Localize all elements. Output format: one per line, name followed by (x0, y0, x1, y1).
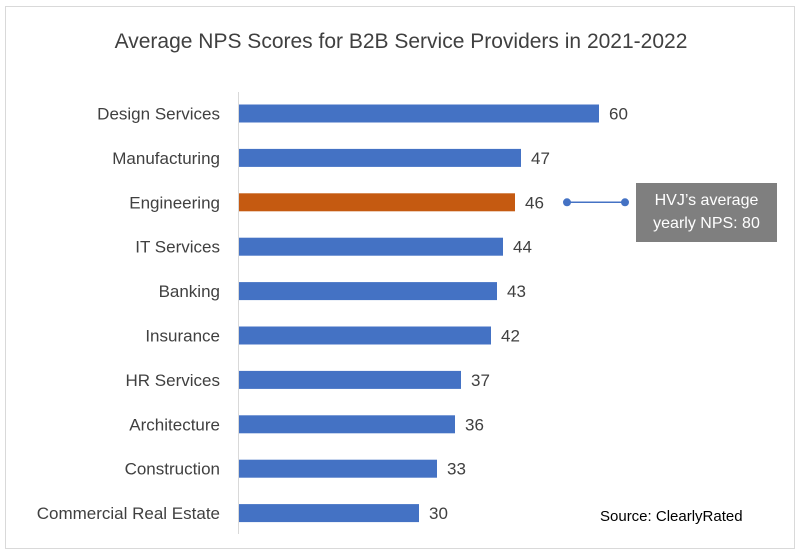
category-label: Commercial Real Estate (37, 504, 220, 523)
category-label: HR Services (126, 371, 220, 390)
category-label: Engineering (129, 193, 220, 212)
source-note: Source: ClearlyRated (600, 508, 743, 525)
category-label: Architecture (129, 415, 220, 434)
bar (239, 282, 497, 301)
bar-highlight (239, 193, 515, 212)
data-label: 33 (447, 460, 466, 479)
connector-dot (563, 198, 571, 207)
chart-frame (5, 6, 795, 549)
bar (239, 370, 461, 389)
bar (239, 148, 521, 167)
data-label: 44 (513, 238, 532, 257)
data-label: 47 (531, 149, 550, 168)
data-label: 43 (507, 282, 526, 301)
data-label: 30 (429, 504, 448, 523)
data-label: 46 (525, 193, 544, 212)
category-label: Insurance (145, 327, 220, 346)
category-label: IT Services (135, 238, 220, 257)
category-label: Design Services (97, 105, 220, 124)
bar (239, 104, 599, 123)
bar (239, 459, 437, 478)
bar (239, 415, 455, 434)
data-label: 37 (471, 371, 490, 390)
data-label: 60 (609, 105, 628, 124)
category-label: Manufacturing (112, 149, 220, 168)
bar (239, 237, 503, 256)
bar (239, 326, 491, 345)
data-label: 42 (501, 327, 520, 346)
category-label: Banking (159, 282, 220, 301)
chart-title: Average NPS Scores for B2B Service Provi… (114, 30, 688, 53)
category-label: Construction (125, 460, 220, 479)
annotation-callout: HVJ’s average yearly NPS: 80 (636, 183, 777, 242)
bar (239, 504, 419, 523)
connector-dot (621, 198, 629, 207)
data-label: 36 (465, 415, 484, 434)
